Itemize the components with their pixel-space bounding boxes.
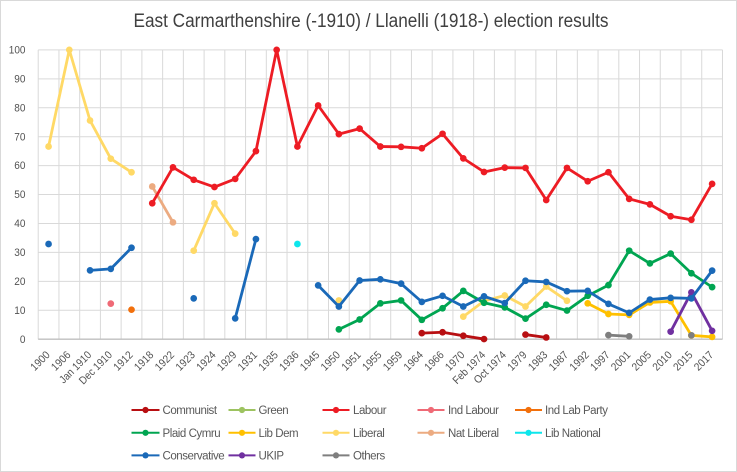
svg-text:0: 0 [20,334,26,346]
svg-text:50: 50 [14,189,25,201]
svg-text:1912: 1912 [111,349,135,373]
svg-text:East Carmarthenshire (-1910) /: East Carmarthenshire (-1910) / Llanelli … [134,11,609,32]
svg-text:1935: 1935 [257,349,281,373]
svg-text:1964: 1964 [402,349,426,373]
svg-text:1929: 1929 [215,349,239,373]
svg-text:1918: 1918 [132,349,156,373]
svg-text:40: 40 [14,218,25,230]
svg-text:1966: 1966 [422,349,446,373]
svg-text:90: 90 [14,73,25,85]
svg-text:10: 10 [14,305,25,317]
svg-text:20: 20 [14,276,25,288]
svg-text:2015: 2015 [671,349,695,373]
svg-text:Ind Lab Party: Ind Lab Party [545,405,608,417]
svg-text:30: 30 [14,247,25,259]
svg-text:Nat Liberal: Nat Liberal [448,428,499,440]
svg-text:Ind Labour: Ind Labour [448,405,499,417]
svg-text:80: 80 [14,102,25,114]
svg-text:1922: 1922 [153,349,177,373]
svg-text:1923: 1923 [174,349,198,373]
svg-text:70: 70 [14,131,25,143]
svg-text:Plaid Cymru: Plaid Cymru [163,428,221,440]
svg-text:1924: 1924 [194,349,218,373]
svg-text:1945: 1945 [298,349,322,373]
svg-text:2017: 2017 [692,349,716,373]
svg-text:1979: 1979 [505,349,529,373]
svg-text:1900: 1900 [28,349,52,373]
svg-text:1983: 1983 [526,349,550,373]
svg-text:1992: 1992 [568,349,592,373]
svg-text:Lib Dem: Lib Dem [259,428,299,440]
svg-text:UKIP: UKIP [259,451,285,463]
svg-text:2001: 2001 [609,349,633,373]
svg-text:1931: 1931 [236,349,260,373]
svg-text:Conservative: Conservative [163,451,225,463]
svg-text:Liberal: Liberal [353,428,384,440]
svg-text:Communist: Communist [163,405,218,417]
svg-text:1997: 1997 [588,349,612,373]
svg-text:Green: Green [259,405,289,417]
svg-text:Lib National: Lib National [545,428,600,440]
svg-text:1959: 1959 [381,349,405,373]
svg-text:2010: 2010 [651,349,675,373]
svg-text:100: 100 [9,45,26,57]
svg-text:1951: 1951 [339,349,363,373]
svg-text:Others: Others [353,451,386,463]
svg-text:1950: 1950 [319,349,343,373]
svg-text:60: 60 [14,160,25,172]
svg-text:Labour: Labour [353,405,387,417]
svg-text:1936: 1936 [277,349,301,373]
svg-text:2005: 2005 [630,349,654,373]
svg-text:1987: 1987 [547,349,571,373]
svg-text:1955: 1955 [360,349,384,373]
